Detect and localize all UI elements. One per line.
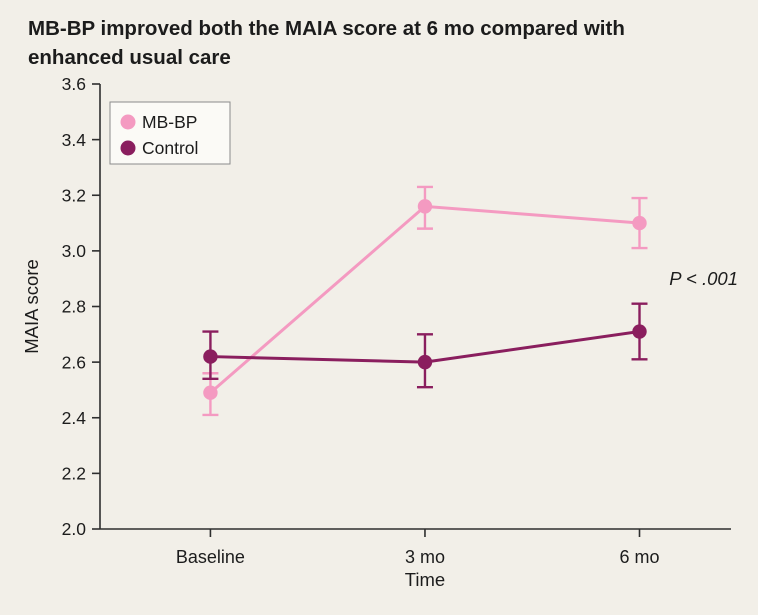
legend-label: MB-BP — [142, 112, 197, 132]
y-tick-label: 2.2 — [62, 464, 86, 484]
y-tick-label: 2.4 — [62, 408, 87, 428]
series-mb-bp — [202, 185, 648, 417]
legend: MB-BP Control — [109, 101, 231, 165]
legend-label: Control — [142, 138, 198, 158]
series-control — [202, 302, 648, 389]
figure-title: MB-BP improved both the MAIA score at 6 … — [28, 17, 625, 70]
y-axis-title: MAIA score — [21, 259, 42, 354]
data-point — [417, 355, 433, 370]
data-point — [632, 324, 647, 339]
y-tick-label: 3.2 — [62, 186, 86, 206]
y-tick-label: 3.4 — [62, 130, 87, 150]
data-point — [203, 385, 218, 401]
x-tick-label: Baseline — [176, 547, 245, 567]
y-tick-label: 3.0 — [62, 241, 87, 261]
x-tick-label: 6 mo — [619, 547, 659, 567]
data-point — [417, 199, 433, 214]
p-value-annotation: P < .001 — [669, 268, 738, 289]
axes: 3.6 3.4 3.2 3.0 2.8 2.6 2.4 2.2 2.0 Baseline 3 mo 6… — [21, 76, 731, 590]
y-tick-label: 2.0 — [62, 519, 87, 539]
y-tick-label: 2.8 — [62, 297, 86, 317]
legend-marker-icon — [120, 140, 136, 156]
x-tick-label: 3 mo — [405, 547, 445, 567]
y-tick-label: 2.6 — [62, 352, 86, 372]
data-point — [203, 349, 218, 364]
y-tick-label: 3.6 — [62, 76, 86, 94]
x-axis-title: Time — [405, 569, 445, 590]
maia-score-chart: 3.6 3.4 3.2 3.0 2.8 2.6 2.4 2.2 2.0 Baseline 3 mo 6… — [21, 76, 738, 590]
legend-marker-icon — [120, 114, 136, 130]
data-point — [632, 216, 647, 231]
